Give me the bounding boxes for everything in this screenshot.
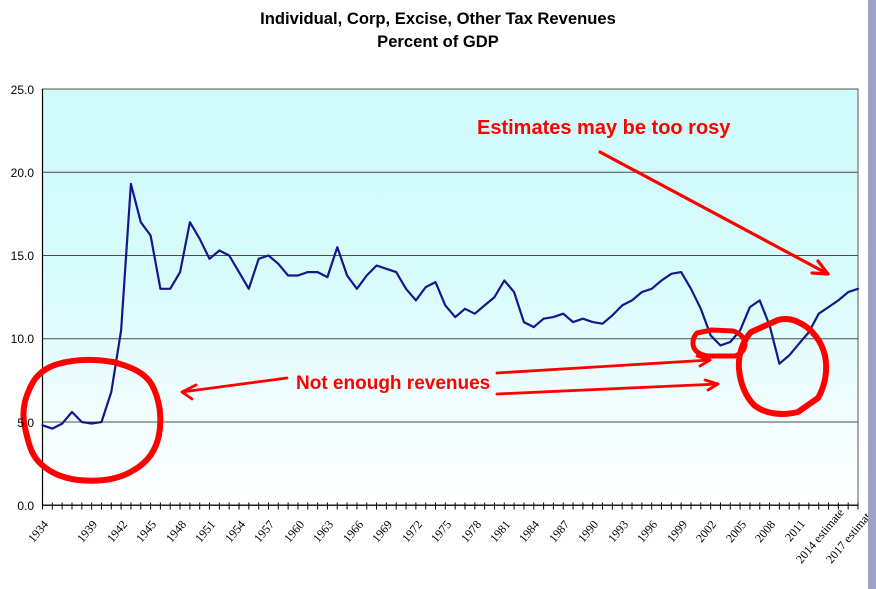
svg-text:Not enough revenues: Not enough revenues bbox=[296, 373, 490, 394]
svg-text:Estimates may be too rosy: Estimates may be too rosy bbox=[477, 117, 731, 139]
